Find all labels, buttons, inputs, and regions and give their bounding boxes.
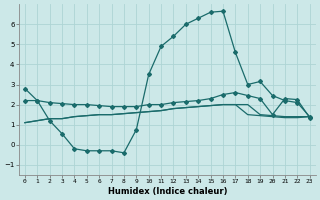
X-axis label: Humidex (Indice chaleur): Humidex (Indice chaleur) — [108, 187, 227, 196]
